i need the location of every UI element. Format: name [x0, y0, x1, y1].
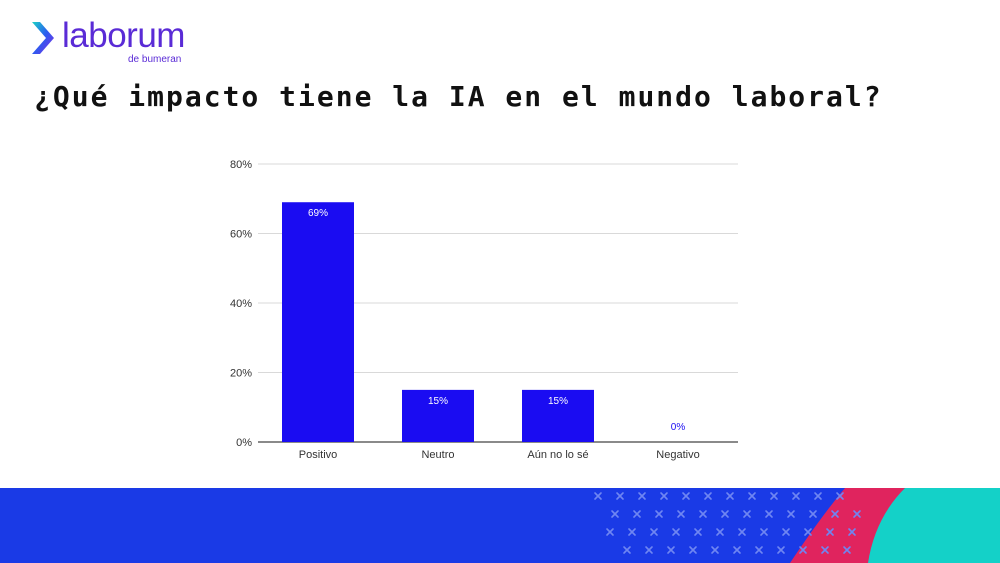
cross-mark	[782, 528, 790, 536]
cross-mark	[777, 546, 785, 554]
cross-mark	[765, 510, 773, 518]
cross-mark	[743, 510, 751, 518]
cross-mark	[623, 546, 631, 554]
cross-mark	[704, 492, 712, 500]
cross-mark	[672, 528, 680, 536]
cross-mark	[804, 528, 812, 536]
x-tick-label: Negativo	[656, 449, 699, 461]
cross-mark	[716, 528, 724, 536]
cross-mark	[826, 528, 834, 536]
cross-mark	[760, 528, 768, 536]
bar	[282, 202, 354, 442]
cross-mark	[650, 528, 658, 536]
cross-mark	[733, 546, 741, 554]
brand-subtitle: de bumeran	[128, 54, 182, 65]
cross-mark	[848, 528, 856, 536]
cross-mark	[628, 528, 636, 536]
data-label: 15%	[428, 396, 448, 407]
cross-mark	[755, 546, 763, 554]
cross-mark	[689, 546, 697, 554]
footer-teal-shape	[868, 488, 1000, 563]
x-tick-label: Positivo	[299, 449, 338, 461]
footer-banner	[0, 488, 1000, 563]
cross-mark	[721, 510, 729, 518]
cross-mark	[809, 510, 817, 518]
cross-mark	[831, 510, 839, 518]
footer-pink-shape	[790, 488, 905, 563]
cross-mark	[814, 492, 822, 500]
y-tick-label: 40%	[230, 298, 252, 310]
cross-mark	[699, 510, 707, 518]
cross-mark	[792, 492, 800, 500]
page-title: ¿Qué impacto tiene la IA en el mundo lab…	[34, 80, 883, 113]
cross-mark	[726, 492, 734, 500]
data-label: 15%	[548, 396, 568, 407]
cross-mark	[711, 546, 719, 554]
logo-chevron-icon	[32, 22, 54, 54]
cross-mark	[682, 492, 690, 500]
cross-mark	[633, 510, 641, 518]
cross-mark	[606, 528, 614, 536]
x-tick-label: Aún no lo sé	[527, 449, 588, 461]
brand-logo: laborum de bumeran	[28, 16, 228, 68]
cross-mark	[843, 546, 851, 554]
cross-mark	[645, 546, 653, 554]
y-tick-label: 60%	[230, 229, 252, 241]
cross-mark	[611, 510, 619, 518]
cross-mark	[853, 510, 861, 518]
y-tick-label: 80%	[230, 159, 252, 171]
cross-mark	[799, 546, 807, 554]
bar	[522, 389, 594, 442]
data-label: 0%	[671, 422, 686, 433]
footer-cross-pattern	[594, 492, 861, 554]
cross-mark	[748, 492, 756, 500]
cross-mark	[677, 510, 685, 518]
cross-mark	[638, 492, 646, 500]
data-label: 69%	[308, 208, 328, 219]
cross-mark	[821, 546, 829, 554]
cross-mark	[594, 492, 602, 500]
x-tick-label: Neutro	[421, 449, 454, 461]
bar-chart: 0% 20% 40% 60% 80% 69% Positivo 15% Neutro 15% Aún…	[230, 159, 738, 461]
cross-mark	[667, 546, 675, 554]
brand-name: laborum	[62, 16, 185, 55]
cross-mark	[770, 492, 778, 500]
cross-mark	[694, 528, 702, 536]
bar	[402, 389, 474, 442]
cross-mark	[660, 492, 668, 500]
cross-mark	[655, 510, 663, 518]
y-tick-label: 0%	[236, 437, 252, 449]
cross-mark	[616, 492, 624, 500]
cross-mark	[787, 510, 795, 518]
cross-mark	[738, 528, 746, 536]
y-tick-label: 20%	[230, 368, 252, 380]
cross-mark	[836, 492, 844, 500]
